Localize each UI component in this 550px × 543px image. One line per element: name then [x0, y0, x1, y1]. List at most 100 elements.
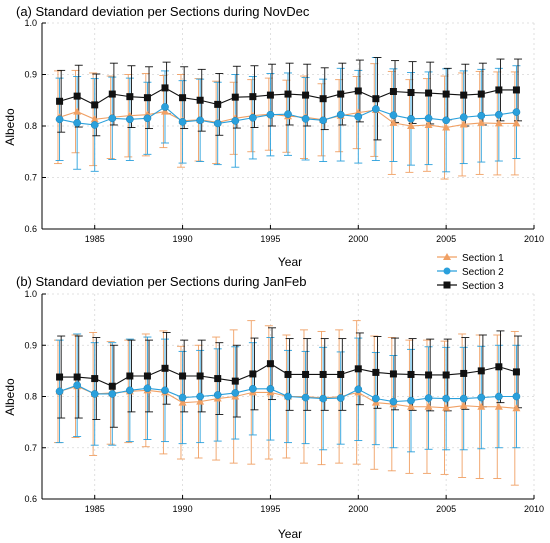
panel-a-point-section-3	[284, 90, 292, 98]
panel-a-point-section-2	[249, 113, 257, 122]
panel-b-point-section-3	[126, 372, 134, 380]
panel-a-x-tick-label: 1990	[173, 234, 193, 244]
panel-b-point-section-3	[266, 360, 274, 368]
panel-b-point-section-2	[231, 389, 240, 397]
legend-item-section-3: Section 3	[437, 281, 504, 292]
panel-b-y-tick-label: 0.6	[24, 494, 37, 504]
panel-b-point-section-3	[108, 382, 116, 390]
panel-a-y-tick-label: 0.8	[24, 121, 37, 131]
panel-b-point-section-2	[196, 392, 204, 401]
panel-a-point-section-3	[231, 93, 239, 101]
panel-b-point-section-1	[512, 404, 521, 412]
panel-b-point-section-3	[284, 370, 292, 378]
panel-b-point-section-3	[249, 370, 257, 378]
panel-a-point-section-3	[302, 91, 310, 99]
panel-b-point-section-2	[266, 384, 275, 393]
panel-a-point-section-2	[266, 110, 275, 119]
panel-b-point-section-2	[336, 394, 345, 402]
panel-b-point-section-3	[91, 375, 99, 383]
panel-a-y-tick-label: 0.7	[24, 173, 37, 183]
panel-b-point-section-2	[372, 394, 380, 403]
legend-label-section-1: Section 1	[462, 253, 504, 264]
panel-b-x-tick-label: 2000	[348, 504, 368, 514]
panel-b-title: (b) Standard deviation per Sections duri…	[16, 274, 307, 289]
panel-a-point-section-2	[90, 121, 99, 129]
legend-marker-triangle-icon	[443, 253, 451, 260]
panel-b-point-section-3	[425, 371, 433, 379]
panel-b-point-section-2	[161, 386, 169, 395]
panel-a-y-tick-label: 0.9	[24, 70, 37, 80]
legend-marker-square-icon	[443, 281, 451, 289]
panel-a-point-section-3	[319, 95, 327, 103]
panel-a-x-tick-label: 2010	[524, 234, 544, 244]
panel-a-title: (a) Standard deviation per Sections duri…	[16, 4, 310, 19]
panel-b-point-section-3	[143, 372, 151, 380]
panel-b-point-section-2	[143, 384, 152, 393]
panel-b-point-section-3	[214, 375, 222, 383]
panel-b-point-section-3	[477, 367, 485, 375]
panel-b-point-section-2	[108, 390, 117, 398]
panel-b-point-section-2	[213, 391, 222, 399]
panel-a-point-section-3	[143, 94, 151, 102]
panel-a-point-section-2	[336, 110, 345, 119]
panel-b-point-section-1	[494, 402, 503, 410]
panel-a-point-section-2	[477, 111, 486, 120]
panel-b-point-section-2	[442, 394, 450, 403]
panel-b-point-section-3	[389, 370, 397, 378]
panel-b-point-section-2	[354, 385, 363, 394]
panel-b-point-section-3	[407, 370, 415, 378]
panel-a: (a) Standard deviation per Sections duri…	[3, 4, 544, 269]
panel-b-xlabel: Year	[278, 527, 302, 541]
panel-a-point-section-2	[231, 117, 240, 125]
panel-b-point-section-1	[196, 397, 205, 405]
panel-a-point-section-3	[196, 96, 204, 104]
panel-b-point-section-3	[337, 370, 345, 378]
panel-b-point-section-2	[284, 392, 292, 401]
panel-a-point-section-3	[249, 93, 257, 101]
panel-b-point-section-3	[512, 368, 520, 376]
panel-a-point-section-2	[442, 116, 450, 125]
panel-b-point-section-3	[460, 369, 468, 377]
panel-a-point-section-1	[442, 123, 451, 131]
panel-a-point-section-3	[126, 93, 134, 101]
panel-b-point-section-2	[407, 396, 415, 405]
panel-a-point-section-3	[477, 90, 485, 98]
panel-b-point-section-3	[442, 371, 450, 379]
panel-a-point-section-3	[91, 101, 99, 109]
panel-a-point-section-1	[407, 122, 415, 129]
panel-a-point-section-3	[161, 84, 169, 92]
panel-b-point-section-1	[424, 402, 433, 410]
panel-b-point-section-1	[178, 398, 187, 406]
panel-a-point-section-2	[73, 119, 81, 127]
panel-a-x-tick-label: 2005	[436, 234, 456, 244]
panel-a-point-section-3	[442, 90, 450, 98]
panel-b-point-section-2	[73, 381, 81, 390]
panel-b-point-section-1	[407, 402, 415, 410]
panel-a-point-section-2	[108, 114, 117, 123]
panel-b-x-tick-label: 1990	[173, 504, 193, 514]
panel-a-point-section-2	[301, 114, 310, 123]
panel-b-point-section-3	[196, 372, 204, 380]
panel-a-point-section-1	[494, 119, 503, 127]
panel-a-point-section-3	[495, 86, 503, 94]
panel-a-point-section-2	[512, 108, 521, 116]
panel-a-point-section-2	[196, 116, 204, 125]
panel-a-point-section-2	[126, 115, 134, 124]
panel-a-point-section-1	[161, 107, 169, 115]
panel-b-point-section-3	[495, 363, 503, 371]
panel-b-point-section-1	[477, 402, 486, 410]
panel-a-point-section-2	[424, 114, 433, 123]
panel-b-point-section-2	[301, 393, 310, 402]
panel-b-x-tick-label: 1995	[260, 504, 280, 514]
panel-a-x-tick-label: 2000	[348, 234, 368, 244]
panel-b-point-section-2	[55, 387, 64, 396]
panel-b-plot-area: 0.6 0.7 0.8 0.9 1.0 1985 1990 1995 2000 2005 2010	[24, 289, 544, 514]
panel-a-point-section-2	[319, 116, 327, 125]
legend-marker-circle-icon	[443, 267, 451, 275]
panel-b-x-tick-label: 2005	[436, 504, 456, 514]
panel-b-point-section-3	[354, 365, 362, 373]
panel-a-point-section-3	[56, 97, 64, 105]
panel-a-y-tick-label: 0.6	[24, 224, 37, 234]
panel-a-point-section-2	[178, 118, 187, 126]
